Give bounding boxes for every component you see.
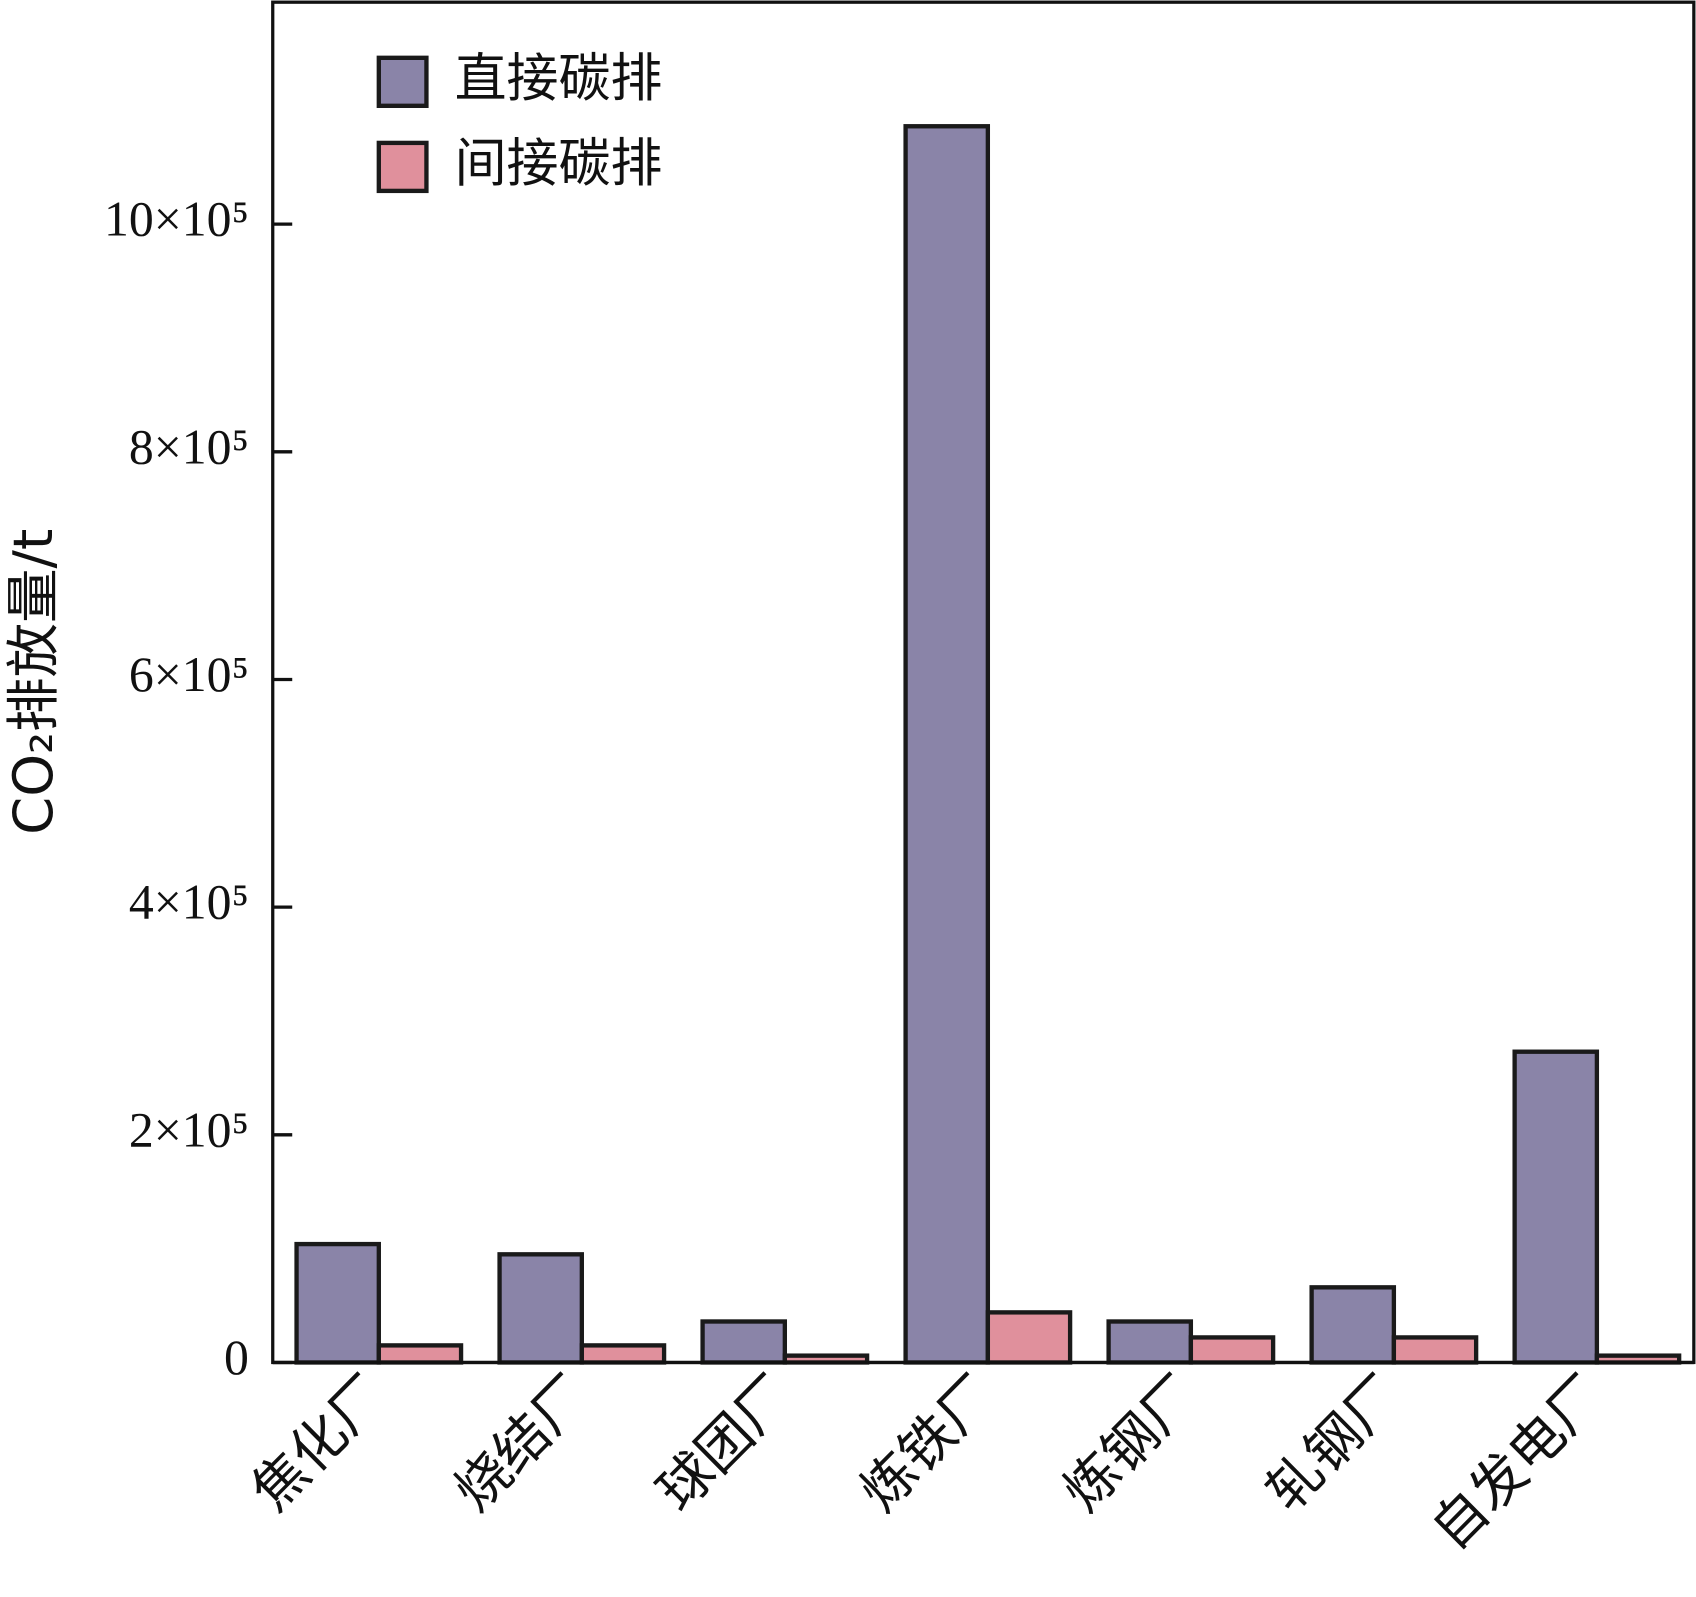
bar <box>1309 1285 1397 1365</box>
bar <box>497 1252 584 1365</box>
bar <box>1188 1335 1276 1365</box>
legend-swatch <box>376 55 429 108</box>
bar <box>1512 1049 1600 1365</box>
bar <box>376 1343 464 1365</box>
y-tick-label: 8×10⁵ <box>129 418 249 474</box>
bar <box>294 1241 381 1365</box>
x-tick-label: 轧钢厂 <box>1254 1363 1413 1523</box>
y-tick-label: 6×10⁵ <box>129 646 249 702</box>
bar <box>985 1310 1073 1365</box>
x-tick-label: 炼钢厂 <box>1051 1363 1210 1523</box>
y-axis-label: CO₂排放量/t <box>2 529 65 835</box>
legend-label: 直接碳排 <box>455 49 663 109</box>
legend-label: 间接碳排 <box>455 134 663 194</box>
x-tick-label: 烧结厂 <box>442 1363 601 1523</box>
y-tick-label: 4×10⁵ <box>129 873 249 929</box>
bar <box>579 1343 667 1365</box>
x-tick-label: 球团厂 <box>645 1363 804 1523</box>
x-tick-label: 焦化厂 <box>239 1363 398 1523</box>
y-tick-label: 0 <box>224 1329 249 1385</box>
bar <box>700 1319 788 1365</box>
x-tick-label: 自发电厂 <box>1419 1363 1616 1562</box>
bar <box>1106 1319 1194 1365</box>
legend-swatch <box>376 140 429 194</box>
y-tick-label: 10×10⁵ <box>104 190 249 246</box>
bar <box>903 124 991 1365</box>
y-tick-label: 2×10⁵ <box>129 1101 249 1157</box>
bar <box>1391 1335 1479 1365</box>
x-tick-label: 炼铁厂 <box>848 1363 1007 1523</box>
